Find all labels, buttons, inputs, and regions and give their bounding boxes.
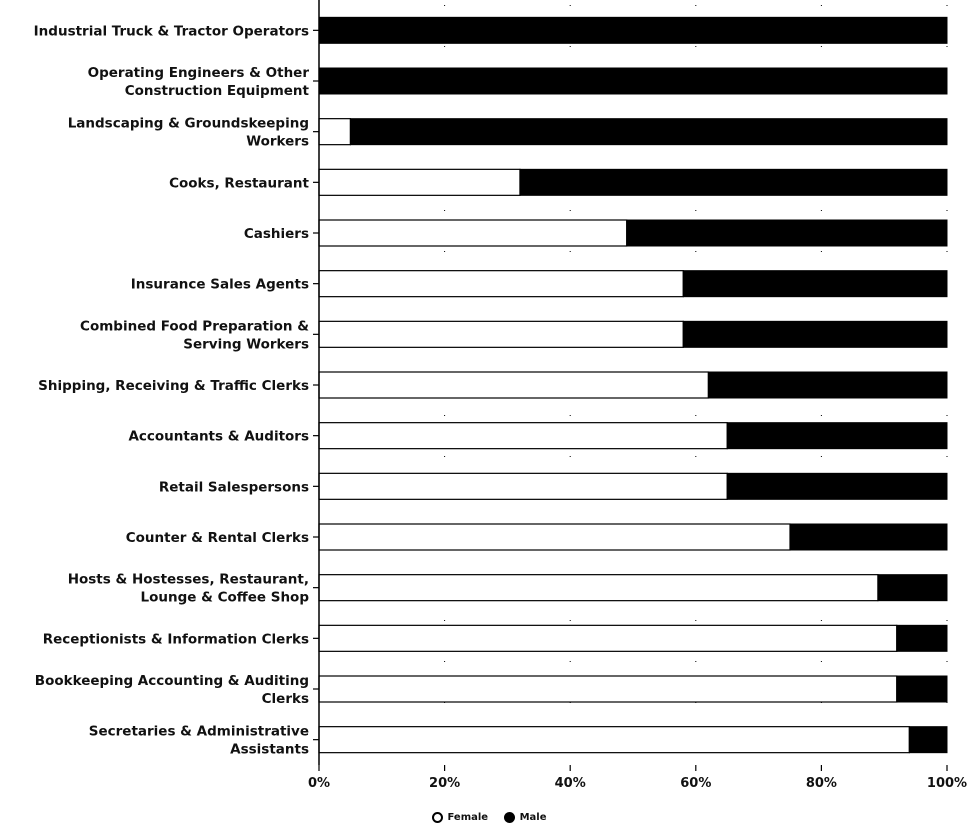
- x-tick-label: 100%: [927, 776, 967, 791]
- bar-female[interactable]: [318, 726, 910, 754]
- bar-male[interactable]: [682, 270, 948, 298]
- bar-male[interactable]: [908, 726, 948, 754]
- category-label: Receptionists & Information Clerks: [43, 631, 309, 647]
- x-tick-label: 80%: [806, 776, 837, 791]
- category-label: Retail Salespersons: [159, 479, 309, 495]
- legend-item-female[interactable]: Female: [431, 812, 489, 823]
- bar-female[interactable]: [318, 472, 728, 500]
- bar-male[interactable]: [896, 675, 948, 703]
- bar-female[interactable]: [318, 320, 684, 348]
- bar-male[interactable]: [726, 472, 948, 500]
- category-label: Bookkeeping Accounting & Auditing Clerks: [35, 673, 309, 707]
- bar-female[interactable]: [318, 675, 898, 703]
- x-tick-labels: 0% 20% 40% 60% 80% 100%: [308, 776, 967, 791]
- female-swatch-icon: [431, 812, 443, 823]
- bar-male[interactable]: [682, 320, 948, 348]
- bar-male[interactable]: [707, 371, 948, 399]
- category-labels: Industrial Truck & Tractor Operators Oper…: [34, 23, 310, 757]
- x-tick-label: 20%: [429, 776, 460, 791]
- male-swatch-icon: [503, 812, 515, 823]
- bar-female[interactable]: [318, 624, 898, 652]
- bar-male[interactable]: [349, 118, 948, 146]
- category-label: Secretaries & Administrative Assistants: [89, 724, 309, 758]
- x-tick-label: 0%: [308, 776, 330, 791]
- bar-female[interactable]: [318, 371, 709, 399]
- bar-male[interactable]: [318, 67, 948, 95]
- legend-label-male: Male: [519, 812, 547, 823]
- bar-female[interactable]: [318, 219, 628, 247]
- category-label: Landscaping & Groundskeeping Workers: [68, 116, 309, 150]
- bar-female[interactable]: [318, 118, 351, 146]
- category-label: Operating Engineers & Other Construction …: [88, 65, 310, 99]
- bar-female[interactable]: [318, 523, 791, 551]
- x-tick-label: 60%: [680, 776, 711, 791]
- bar-male[interactable]: [519, 168, 948, 196]
- bar-female[interactable]: [318, 574, 879, 602]
- bar-male[interactable]: [318, 16, 948, 44]
- category-label: Combined Food Preparation & Serving Worke…: [80, 318, 309, 352]
- legend-label-female: Female: [447, 812, 489, 823]
- bar-male[interactable]: [789, 523, 948, 551]
- category-label: Insurance Sales Agents: [131, 277, 309, 293]
- bar-female[interactable]: [318, 270, 684, 298]
- legend-item-male[interactable]: Male: [503, 812, 547, 823]
- bar-female[interactable]: [318, 168, 521, 196]
- bar-female[interactable]: [318, 422, 728, 450]
- bar-male[interactable]: [626, 219, 948, 247]
- category-label: Accountants & Auditors: [128, 429, 309, 445]
- category-label: Counter & Rental Clerks: [126, 530, 309, 546]
- category-label: Cooks, Restaurant: [169, 175, 309, 191]
- legend: Female Male: [0, 812, 978, 826]
- category-label: Cashiers: [244, 226, 309, 242]
- category-label: Shipping, Receiving & Traffic Clerks: [38, 378, 309, 394]
- category-label: Hosts & Hostesses, Restaurant, Lounge & C…: [68, 572, 310, 606]
- bar-male[interactable]: [726, 422, 948, 450]
- bar-male[interactable]: [877, 574, 948, 602]
- category-label: Industrial Truck & Tractor Operators: [34, 23, 309, 39]
- axes: [313, 0, 948, 771]
- bars: [318, 16, 948, 754]
- x-tick-label: 40%: [555, 776, 586, 791]
- bar-male[interactable]: [896, 624, 948, 652]
